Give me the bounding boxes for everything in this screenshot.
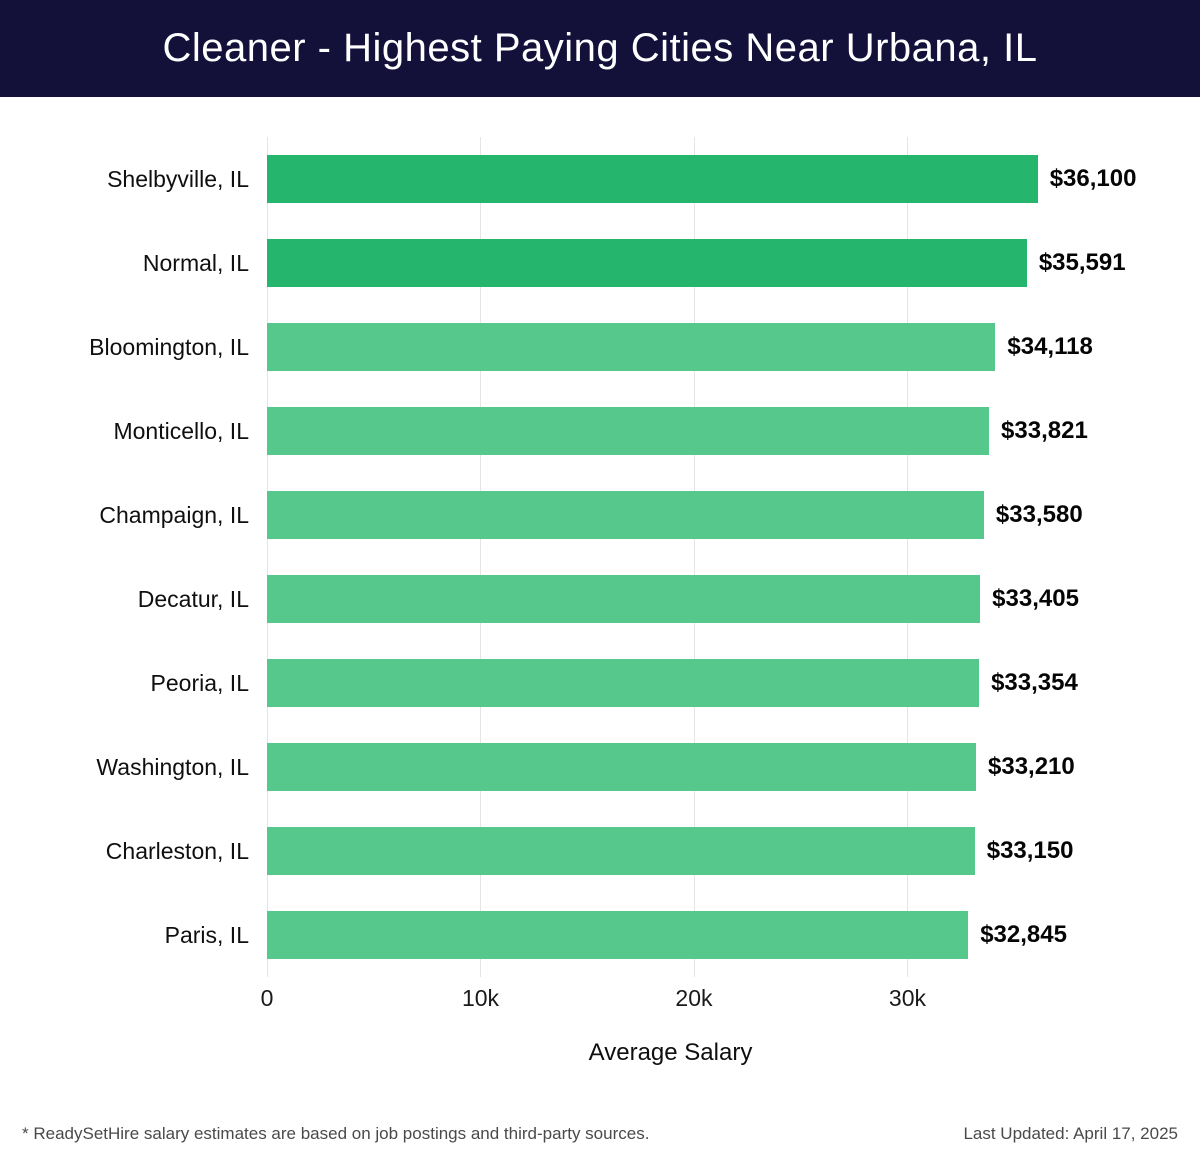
x-tick-label: 10k [461, 985, 500, 1011]
bar [267, 659, 980, 707]
plot-area: $36,100 $35,591 $34,118 $33,821 $33,580 $33,4… [267, 137, 1136, 977]
gridline [907, 137, 909, 977]
bar [267, 239, 1027, 287]
gridline [693, 137, 695, 977]
x-axis-label: Average Salary [588, 1039, 753, 1066]
value-label: $33,210 [988, 753, 1075, 780]
bar [267, 407, 990, 455]
category-label: Washington, IL [96, 753, 249, 780]
bar [267, 155, 1038, 203]
x-tick-label: 30k [888, 985, 927, 1011]
gridline [480, 137, 482, 977]
bar-row: $32,845 [267, 893, 1074, 977]
bar-row: $33,150 [267, 809, 1074, 893]
value-label: $33,150 [986, 837, 1074, 864]
value-label: $32,845 [980, 921, 1067, 948]
bar [267, 911, 969, 959]
bar [267, 743, 976, 791]
last-updated: Last Updated: April 17, 2025 [963, 1124, 1178, 1143]
chart-body: Shelbyville, IL Normal, IL Bloomington, IL… [0, 137, 1200, 977]
category-label: Paris, IL [164, 921, 249, 948]
category-label: Charleston, IL [105, 837, 249, 864]
category-label: Decatur, IL [137, 585, 249, 612]
bar [267, 827, 975, 875]
x-tick-label: 0 [260, 985, 274, 1011]
bar-row: $35,591 [267, 221, 1126, 305]
bar-row: $33,405 [267, 557, 1079, 641]
bar-row: $34,118 [267, 305, 1093, 389]
value-label: $33,354 [991, 669, 1078, 696]
footer: * ReadySetHire salary estimates are base… [0, 1124, 1200, 1158]
category-label: Peoria, IL [150, 669, 249, 696]
bar-row: $33,354 [267, 641, 1078, 725]
value-label: $35,591 [1038, 249, 1126, 276]
bar [267, 323, 996, 371]
bar-rows: $36,100 $35,591 $34,118 $33,821 $33,580 $33,4… [267, 137, 1136, 977]
bar-row: $33,821 [267, 389, 1088, 473]
category-label: Champaign, IL [99, 501, 249, 528]
x-tick-label: 20k [675, 985, 713, 1011]
bar [267, 491, 984, 539]
value-label: $36,100 [1049, 165, 1137, 192]
bar-row: $36,100 [267, 137, 1136, 221]
category-label: Monticello, IL [113, 417, 249, 444]
title-bar: Cleaner - Highest Paying Cities Near Urb… [0, 0, 1200, 97]
x-axis: 0 10k 20k 30k [261, 985, 1074, 1019]
bar-row: $33,580 [267, 473, 1083, 557]
category-label: Shelbyville, IL [107, 165, 249, 192]
bar [267, 575, 981, 623]
category-label: Bloomington, IL [89, 333, 249, 360]
value-label: $33,405 [992, 585, 1079, 612]
page-title: Cleaner - Highest Paying Cities Near Urb… [162, 26, 1038, 70]
value-label: $33,821 [1001, 417, 1088, 444]
value-label: $34,118 [1007, 333, 1093, 360]
source-note: * ReadySetHire salary estimates are base… [22, 1124, 650, 1143]
category-label: Normal, IL [142, 249, 249, 276]
gridlines [267, 137, 1074, 977]
category-axis: Shelbyville, IL Normal, IL Bloomington, IL… [0, 137, 267, 977]
bar-chart: Shelbyville, IL Normal, IL Bloomington, IL… [0, 137, 1200, 1067]
bar-row: $33,210 [267, 725, 1075, 809]
gridline [267, 137, 268, 977]
value-label: $33,580 [995, 501, 1083, 528]
